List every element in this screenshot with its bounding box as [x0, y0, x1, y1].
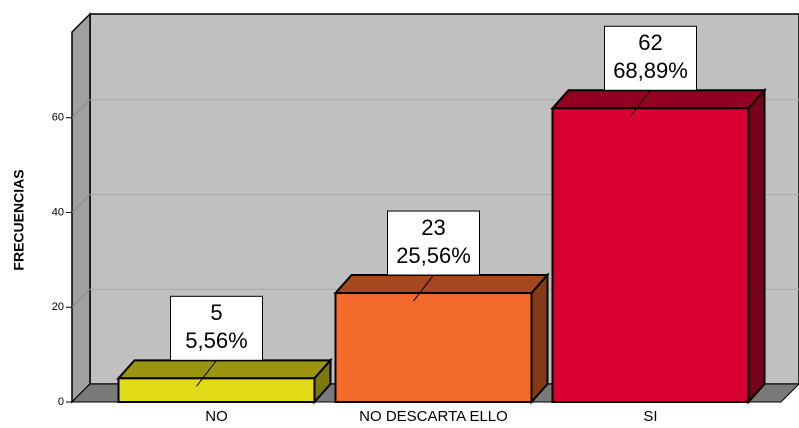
- grid-line: [71, 288, 91, 308]
- data-label: 23: [421, 215, 445, 240]
- label-box: [387, 210, 480, 276]
- x-tick-label: SI: [643, 408, 657, 425]
- data-label: 62: [638, 30, 662, 55]
- y-tick-label: 0: [58, 396, 64, 408]
- leader-line: [196, 360, 217, 387]
- x-tick-label: NO: [205, 408, 228, 425]
- data-label: 25,56%: [396, 243, 471, 268]
- label-box: [170, 295, 263, 361]
- grid-line: [71, 194, 91, 213]
- y-tick-label: 40: [52, 206, 64, 218]
- x-tick-label: NO DESCARTA ELLO: [359, 408, 508, 425]
- data-label: 68,89%: [613, 58, 688, 83]
- y-axis-title: FRECUENCIAS: [11, 169, 27, 270]
- leader-line: [413, 274, 434, 302]
- y-tick-label: 20: [52, 301, 64, 313]
- bar-top: [116, 359, 333, 380]
- leader-line: [630, 89, 651, 117]
- data-label: 5: [210, 300, 222, 325]
- data-label: 5,56%: [185, 328, 247, 353]
- side-wall: [71, 12, 91, 404]
- y-tick-label: 60: [52, 112, 64, 124]
- bar-side: [747, 87, 766, 405]
- bar: [117, 377, 316, 403]
- label-box: [604, 25, 697, 91]
- grid-line: [71, 99, 91, 119]
- bar: [551, 107, 750, 404]
- bar-top: [333, 274, 550, 295]
- bar-top: [550, 89, 767, 110]
- bar: [334, 292, 533, 404]
- bar-side: [530, 272, 549, 405]
